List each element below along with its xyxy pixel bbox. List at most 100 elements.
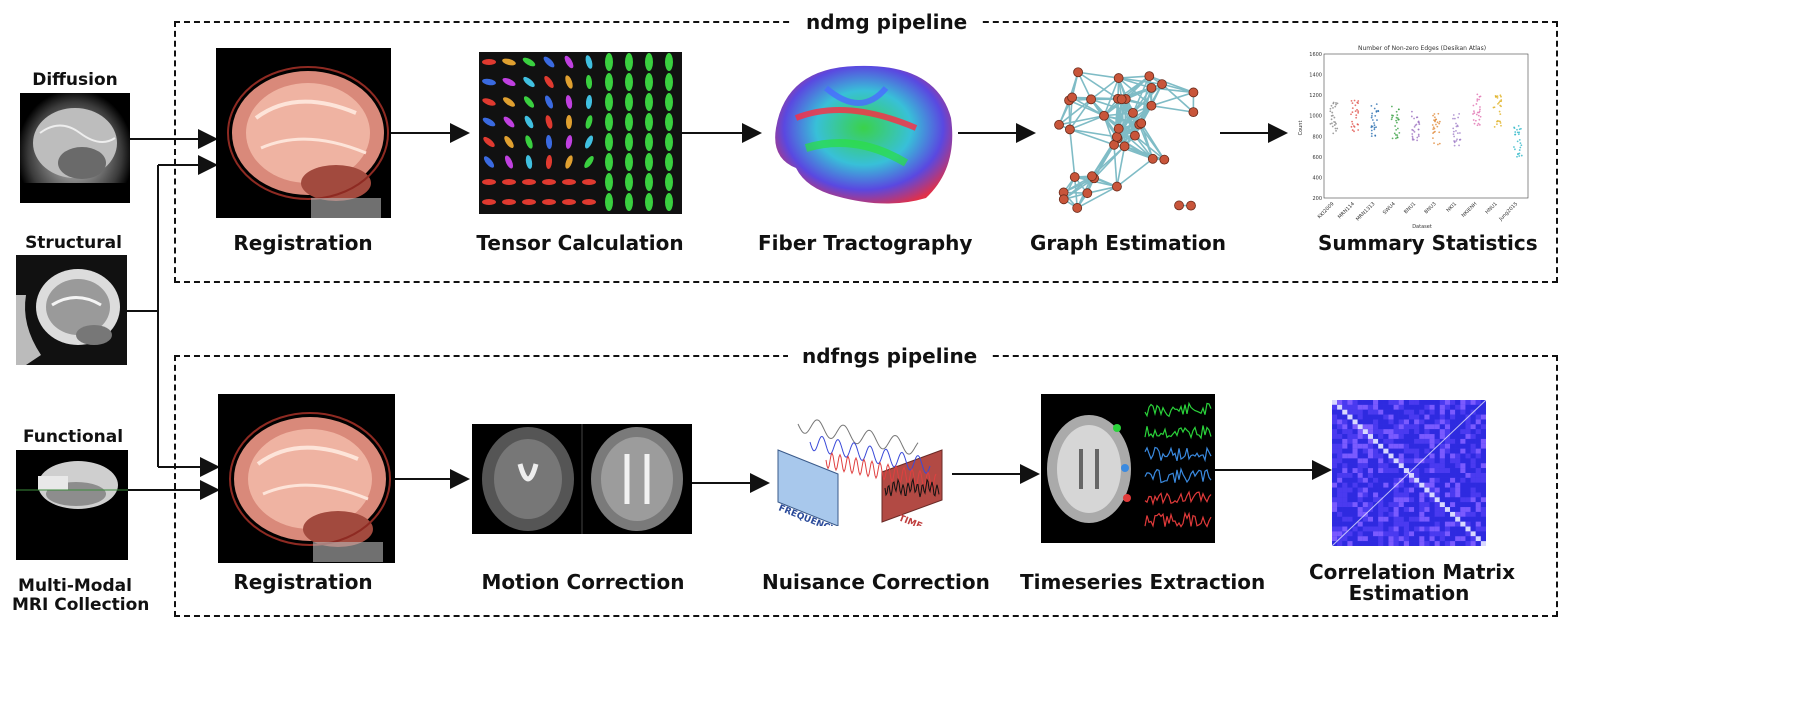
- correlation-cell: [1398, 521, 1404, 527]
- correlation-cell: [1455, 434, 1461, 439]
- correlation-cell: [1414, 502, 1420, 508]
- correlation-cell: [1342, 477, 1348, 483]
- correlation-cell: [1367, 419, 1374, 425]
- correlation-cell: [1434, 438, 1440, 444]
- correlation-cell: [1429, 536, 1435, 542]
- correlation-cell: [1434, 502, 1440, 508]
- correlation-cell: [1444, 468, 1451, 473]
- correlation-cell: [1357, 487, 1363, 493]
- correlation-cell: [1480, 492, 1486, 498]
- correlation-cell: [1450, 526, 1456, 532]
- correlation-cell: [1332, 473, 1338, 478]
- correlation-cell: [1450, 497, 1456, 503]
- graph-node: [1113, 123, 1124, 134]
- correlation-cell: [1475, 448, 1481, 454]
- correlation-cell: [1403, 511, 1409, 517]
- summary-point: [1438, 131, 1441, 134]
- summary-xtick: NKI1: [1446, 201, 1459, 214]
- correlation-cell: [1352, 443, 1358, 449]
- correlation-cell: [1409, 448, 1415, 454]
- graph-node: [1073, 67, 1083, 78]
- graph-edge: [1118, 128, 1154, 160]
- summary-point: [1357, 102, 1359, 104]
- summary-point: [1394, 133, 1397, 136]
- correlation-cell: [1439, 468, 1445, 473]
- correlation-cell: [1444, 409, 1451, 415]
- correlation-cell: [1444, 477, 1451, 483]
- correlation-cell: [1429, 434, 1435, 439]
- correlation-cell: [1383, 414, 1389, 420]
- nuisance-correction-image: FREQUENCY TIME: [770, 402, 952, 536]
- summary-point: [1473, 122, 1476, 125]
- correlation-cell: [1424, 448, 1430, 454]
- correlation-cell: [1352, 502, 1358, 508]
- graph-edge: [1073, 176, 1079, 208]
- summary-point: [1333, 116, 1336, 119]
- correlation-cell: [1337, 473, 1343, 478]
- correlation-cell: [1398, 409, 1404, 415]
- correlation-cell: [1357, 414, 1363, 420]
- correlation-cell: [1352, 531, 1358, 537]
- correlation-cell: [1398, 502, 1404, 508]
- tensor-ellipsoid: [645, 53, 653, 71]
- correlation-cell: [1414, 409, 1420, 415]
- correlation-cell: [1342, 541, 1348, 546]
- graph-node: [1086, 94, 1096, 105]
- step-graph-estimation: Graph Estimation: [1029, 231, 1226, 255]
- correlation-cell: [1444, 458, 1451, 464]
- correlation-cell: [1367, 448, 1374, 454]
- timeseries-trace: [1144, 401, 1212, 418]
- summary-point: [1436, 125, 1439, 128]
- summary-point: [1496, 96, 1499, 99]
- correlation-cell: [1388, 526, 1394, 532]
- correlation-cell: [1352, 526, 1358, 532]
- correlation-cell: [1403, 541, 1409, 546]
- correlation-cell: [1388, 424, 1394, 430]
- summary-point: [1354, 104, 1357, 107]
- correlation-cell: [1342, 458, 1348, 464]
- correlation-cell: [1460, 453, 1466, 459]
- summary-point: [1370, 104, 1373, 107]
- correlation-cell: [1332, 458, 1338, 464]
- correlation-cell: [1403, 434, 1409, 439]
- tensor-ellipsoid: [665, 53, 673, 71]
- correlation-cell: [1444, 521, 1451, 527]
- summary-point: [1433, 131, 1435, 134]
- correlation-cell: [1337, 541, 1343, 546]
- correlation-cell: [1455, 419, 1461, 425]
- correlation-cell: [1378, 507, 1384, 512]
- correlation-cell: [1429, 487, 1435, 493]
- correlation-cell: [1403, 438, 1409, 444]
- correlation-cell: [1378, 526, 1384, 532]
- correlation-cell: [1409, 526, 1415, 532]
- correlation-cell: [1455, 429, 1461, 435]
- correlation-cell: [1429, 463, 1435, 469]
- correlation-cell: [1465, 507, 1471, 512]
- correlation-cell: [1475, 492, 1481, 498]
- correlation-cell: [1373, 453, 1379, 459]
- correlation-cell: [1383, 404, 1389, 410]
- summary-plot-svg: Number of Non-zero Edges (Desikan Atlas)…: [1298, 45, 1529, 230]
- correlation-cell: [1450, 477, 1456, 483]
- graph-edge: [1103, 114, 1142, 125]
- correlation-cell: [1398, 531, 1404, 537]
- correlation-cell: [1419, 409, 1425, 415]
- graph-node: [1064, 124, 1075, 135]
- correlation-cell: [1444, 473, 1451, 478]
- correlation-cell: [1455, 438, 1461, 444]
- correlation-cell: [1337, 492, 1343, 498]
- correlation-cell: [1444, 419, 1451, 425]
- summary-point: [1410, 115, 1413, 118]
- correlation-cell: [1470, 468, 1476, 473]
- correlation-cell: [1373, 541, 1379, 546]
- correlation-cell: [1475, 521, 1481, 527]
- correlation-cell: [1357, 458, 1363, 464]
- correlation-cell: [1362, 541, 1368, 546]
- correlation-cell: [1393, 502, 1399, 508]
- summary-point: [1476, 99, 1479, 102]
- correlation-cell: [1378, 429, 1384, 435]
- summary-point: [1452, 130, 1455, 133]
- correlation-cell: [1429, 497, 1435, 503]
- summary-point: [1411, 133, 1414, 135]
